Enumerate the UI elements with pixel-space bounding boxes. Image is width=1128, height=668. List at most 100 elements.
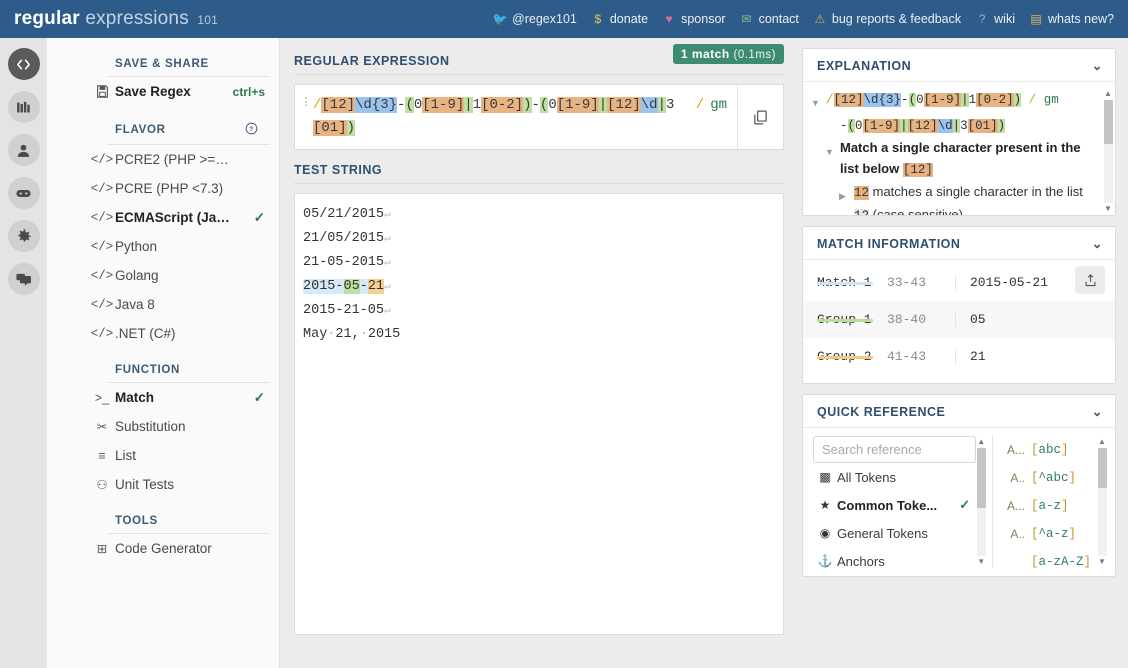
rail-settings-button[interactable] (7, 220, 40, 252)
sidebar-item-flavor-1[interactable]: </> PCRE (PHP <7.3) (47, 174, 279, 203)
save-regex-shortcut: ctrl+s (232, 84, 265, 99)
scroll-up-icon[interactable]: ▲ (1104, 89, 1112, 98)
sidebar-item-flavor-4[interactable]: </> Golang (47, 261, 279, 290)
rail-library-button[interactable] (7, 91, 40, 123)
regex-flags-area[interactable]: / gm (692, 85, 737, 149)
sidebar-item-flavor-5[interactable]: </> Java 8 (47, 290, 279, 319)
match-color-underline (817, 356, 873, 359)
search-reference-input[interactable] (813, 436, 977, 463)
explanation-line-2[interactable]: ▼ Match a single character present in the… (811, 137, 1099, 181)
token-code: [^a-z] (1031, 527, 1077, 541)
scroll-track[interactable] (1097, 448, 1107, 556)
sidebar-item-function-2[interactable]: ≡ List (47, 441, 279, 470)
category-label: Anchors (837, 553, 885, 569)
quick-ref-token-3[interactable]: A.. [^a-z] (1001, 520, 1097, 548)
chevron-down-icon[interactable]: ⌄ (1091, 58, 1103, 73)
match-info-row[interactable]: Match 133-43 2015-05-21 (803, 264, 1115, 301)
match-count-text: 1 match (680, 47, 730, 61)
scroll-down-icon[interactable]: ▼ (1098, 557, 1106, 566)
scroll-down-icon[interactable]: ▼ (977, 557, 986, 566)
topnav-item-1[interactable]: $ donate (591, 12, 649, 26)
site-logo[interactable]: regular expressions 101 (14, 8, 218, 30)
explanation-part-1-5: [12] (907, 119, 938, 133)
sidebar-item-save-regex[interactable]: Save Regex ctrl+s (47, 77, 279, 106)
chevron-down-icon[interactable]: ⌄ (1091, 404, 1103, 419)
section-save-share: SAVE & SHARE (107, 58, 270, 77)
sidebar-item-flavor-2[interactable]: </> ECMAScript (Java... ✓ (47, 203, 279, 232)
test-segment-3-0: 2015- (303, 279, 344, 294)
topnav-item-5[interactable]: ? wiki (975, 12, 1015, 26)
heart-icon: ♥ (665, 12, 673, 26)
drag-handle-icon[interactable]: ⋮ (300, 96, 312, 108)
topnav-item-0[interactable]: 🐦 @regex101 (493, 12, 577, 26)
explanation-title: EXPLANATION (817, 59, 912, 73)
regex-input-body[interactable]: ⋮ /[12]\d{3}-(0[1-9]|1[0-2])-(0[1-9]|[12… (295, 85, 692, 149)
test-string-input[interactable]: 05/21/2015↵ 21/05/2015↵ 21-05-2015↵ 2015-05… (294, 193, 784, 635)
section-tools: TOOLS (107, 515, 270, 534)
regex-pattern[interactable]: /[12]\d{3}-(0[1-9]|1[0-2])-(0[1-9]|[12]\… (313, 94, 686, 140)
sidebar-item-tool-0[interactable]: ⊞ Code Generator (47, 534, 279, 563)
sidebar-item-flavor-0[interactable]: </> PCRE2 (PHP >=7.3) (47, 145, 279, 174)
copy-regex-button[interactable] (737, 85, 783, 149)
caret-right-icon[interactable]: ▶ (839, 191, 846, 201)
quick-ref-category-3[interactable]: ⚓ Anchors (813, 547, 976, 575)
sidebar-item-function-3[interactable]: ⚇ Unit Tests (47, 470, 279, 499)
token-code: [a-zA-Z] (1031, 555, 1092, 569)
question-circle-icon[interactable]: ? (245, 122, 258, 138)
rail-quiz-button[interactable] (7, 177, 40, 209)
match-info-row[interactable]: Group 241-43 21 (803, 338, 1115, 375)
quick-ref-token-1[interactable]: A.. [^abc] (1001, 464, 1097, 492)
quick-ref-token-2[interactable]: A... [a-z] (1001, 492, 1097, 520)
save-regex-label: Save Regex (115, 84, 191, 99)
test-segment-1-0: 21/05/2015 (303, 231, 385, 246)
scroll-thumb[interactable] (976, 448, 986, 508)
sidebar-item-flavor-label: ECMAScript (Java... (115, 210, 233, 225)
scroll-track[interactable] (976, 448, 986, 556)
test-line-1: 21/05/2015↵ (303, 227, 775, 251)
quick-ref-token-4[interactable]: [a-zA-Z] (1001, 548, 1097, 576)
scroll-down-icon[interactable]: ▼ (1104, 204, 1112, 213)
match-info-row[interactable]: Group 138-40 05 (803, 301, 1115, 338)
quick-ref-category-2[interactable]: ◉ General Tokens (813, 519, 976, 547)
sidebar-item-function-1[interactable]: ✂ Substitution (47, 412, 279, 441)
scroll-thumb[interactable] (1097, 448, 1107, 488)
explanation-line-1[interactable]: -(0[1-9]|[12]\d|3[01]) (811, 114, 1099, 137)
caret-down-icon[interactable]: ▼ (811, 98, 820, 108)
caret-down-icon[interactable]: ▼ (825, 147, 834, 157)
explanation-part-3-1: matches a single character in the list (869, 184, 1083, 199)
topnav-item-4[interactable]: ⚠ bug reports & feedback (813, 12, 962, 26)
quick-ref-category-1[interactable]: ★ Common Toke... ✓ (813, 491, 976, 519)
token-scrollbar[interactable]: ▲ ▼ (1097, 436, 1109, 568)
code-tag-icon: </> (90, 152, 114, 167)
explanation-part-2-1: [12] (902, 163, 933, 177)
quick-reference-left: ▩ All Tokens ★ Common Toke... ✓ ◉ General Toke… (813, 436, 988, 569)
explanation-scrollbar[interactable]: ▲ ▼ (1103, 88, 1115, 215)
category-list: ▩ All Tokens ★ Common Toke... ✓ ◉ General Toke… (813, 463, 976, 575)
category-scrollbar[interactable]: ▲ ▼ (976, 436, 988, 568)
topnav-item-2[interactable]: ♥ sponsor (662, 12, 726, 26)
newline-marker: ↵ (384, 208, 391, 221)
quick-ref-category-0[interactable]: ▩ All Tokens (813, 463, 976, 491)
sidebar-item-flavor-6[interactable]: </> .NET (C#) (47, 319, 279, 348)
explanation-line-0[interactable]: ▼/[12]\d{3}-(0[1-9]|1[0-2]) / gm (811, 88, 1099, 114)
scroll-up-icon[interactable]: ▲ (977, 437, 986, 446)
scissors-icon: ✂ (96, 420, 108, 434)
scroll-up-icon[interactable]: ▲ (1098, 437, 1106, 446)
scroll-thumb[interactable] (1103, 100, 1113, 144)
sidebar-item-flavor-3[interactable]: </> Python (47, 232, 279, 261)
sidebar-item-function-0[interactable]: >_ Match ✓ (47, 383, 279, 412)
topnav-item-3[interactable]: ✉ contact (740, 12, 799, 26)
rail-account-button[interactable] (7, 134, 40, 166)
regex-input-box[interactable]: ⋮ /[12]\d{3}-(0[1-9]|1[0-2])-(0[1-9]|[12… (294, 84, 784, 150)
rail-code-button[interactable] (7, 48, 40, 80)
regex-flags[interactable]: gm (710, 97, 727, 113)
chevron-down-icon[interactable]: ⌄ (1091, 236, 1103, 251)
rail-chat-button[interactable] (7, 263, 40, 295)
token-description: A.. (1010, 471, 1025, 485)
export-matches-button[interactable] (1075, 266, 1105, 294)
quick-ref-token-0[interactable]: A... [abc] (1001, 436, 1097, 464)
topnav-item-6[interactable]: ▤ whats new? (1029, 12, 1114, 26)
explanation-line-3[interactable]: ▶ 12 matches a single character in the li… (811, 181, 1099, 215)
section-function-title: FUNCTION (115, 364, 181, 376)
scroll-track[interactable] (1103, 100, 1113, 203)
